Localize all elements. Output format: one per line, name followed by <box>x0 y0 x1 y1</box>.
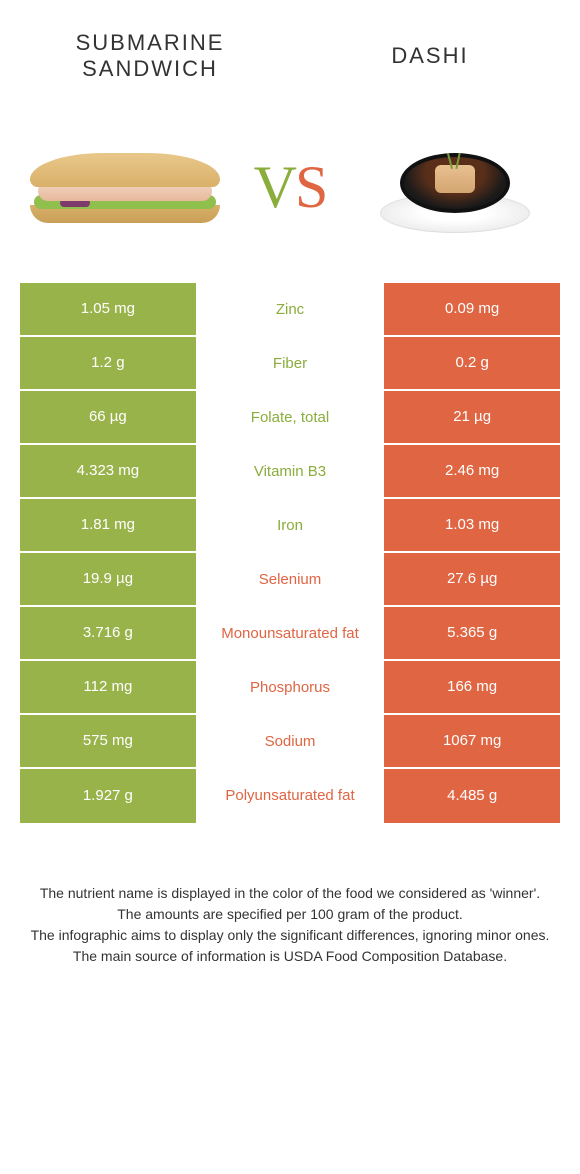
footnote-line: The main source of information is USDA F… <box>30 946 550 967</box>
table-row: 1.927 gPolyunsaturated fat4.485 g <box>20 769 560 823</box>
table-row: 4.323 mgVitamin B32.46 mg <box>20 445 560 499</box>
nutrient-label-cell: Selenium <box>198 553 383 607</box>
right-value-cell: 1.03 mg <box>382 499 560 553</box>
nutrient-label-cell: Zinc <box>198 283 383 337</box>
table-row: 3.716 gMonounsaturated fat5.365 g <box>20 607 560 661</box>
footnote-line: The amounts are specified per 100 gram o… <box>30 904 550 925</box>
right-value-cell: 0.09 mg <box>382 283 560 337</box>
left-food-title: SUBMARINE SANDWICH <box>50 30 250 83</box>
nutrient-label-cell: Iron <box>198 499 383 553</box>
table-row: 1.2 gFiber0.2 g <box>20 337 560 391</box>
table-row: 1.81 mgIron1.03 mg <box>20 499 560 553</box>
right-value-cell: 166 mg <box>382 661 560 715</box>
right-value-cell: 0.2 g <box>382 337 560 391</box>
left-value-cell: 1.2 g <box>20 337 198 391</box>
nutrient-label-cell: Fiber <box>198 337 383 391</box>
footnote-line: The nutrient name is displayed in the co… <box>30 883 550 904</box>
left-value-cell: 1.927 g <box>20 769 198 823</box>
header: SUBMARINE SANDWICH DASHI <box>20 20 560 103</box>
nutrient-label-cell: Vitamin B3 <box>198 445 383 499</box>
right-food-image <box>360 133 550 243</box>
table-row: 19.9 µgSelenium27.6 µg <box>20 553 560 607</box>
left-value-cell: 66 µg <box>20 391 198 445</box>
left-value-cell: 4.323 mg <box>20 445 198 499</box>
left-value-cell: 19.9 µg <box>20 553 198 607</box>
right-value-cell: 1067 mg <box>382 715 560 769</box>
left-value-cell: 575 mg <box>20 715 198 769</box>
left-value-cell: 1.05 mg <box>20 283 198 337</box>
nutrient-label-cell: Phosphorus <box>198 661 383 715</box>
dashi-icon <box>380 133 530 243</box>
nutrient-label-cell: Folate, total <box>198 391 383 445</box>
table-row: 575 mgSodium1067 mg <box>20 715 560 769</box>
vs-v: V <box>254 154 295 220</box>
table-row: 66 µgFolate, total21 µg <box>20 391 560 445</box>
right-value-cell: 4.485 g <box>382 769 560 823</box>
images-row: VS <box>20 103 560 283</box>
right-value-cell: 21 µg <box>382 391 560 445</box>
left-food-image <box>30 133 220 243</box>
right-value-cell: 27.6 µg <box>382 553 560 607</box>
vs-s: S <box>295 154 326 220</box>
right-food-title: DASHI <box>330 43 530 69</box>
sandwich-icon <box>30 153 220 223</box>
nutrient-table: 1.05 mgZinc0.09 mg1.2 gFiber0.2 g66 µgFo… <box>20 283 560 823</box>
left-value-cell: 112 mg <box>20 661 198 715</box>
nutrient-label-cell: Polyunsaturated fat <box>198 769 383 823</box>
left-value-cell: 3.716 g <box>20 607 198 661</box>
footnote: The nutrient name is displayed in the co… <box>20 823 560 967</box>
table-row: 1.05 mgZinc0.09 mg <box>20 283 560 337</box>
vs-label: VS <box>254 153 327 222</box>
right-value-cell: 5.365 g <box>382 607 560 661</box>
nutrient-label-cell: Monounsaturated fat <box>198 607 383 661</box>
left-value-cell: 1.81 mg <box>20 499 198 553</box>
right-value-cell: 2.46 mg <box>382 445 560 499</box>
table-row: 112 mgPhosphorus166 mg <box>20 661 560 715</box>
nutrient-label-cell: Sodium <box>198 715 383 769</box>
footnote-line: The infographic aims to display only the… <box>30 925 550 946</box>
